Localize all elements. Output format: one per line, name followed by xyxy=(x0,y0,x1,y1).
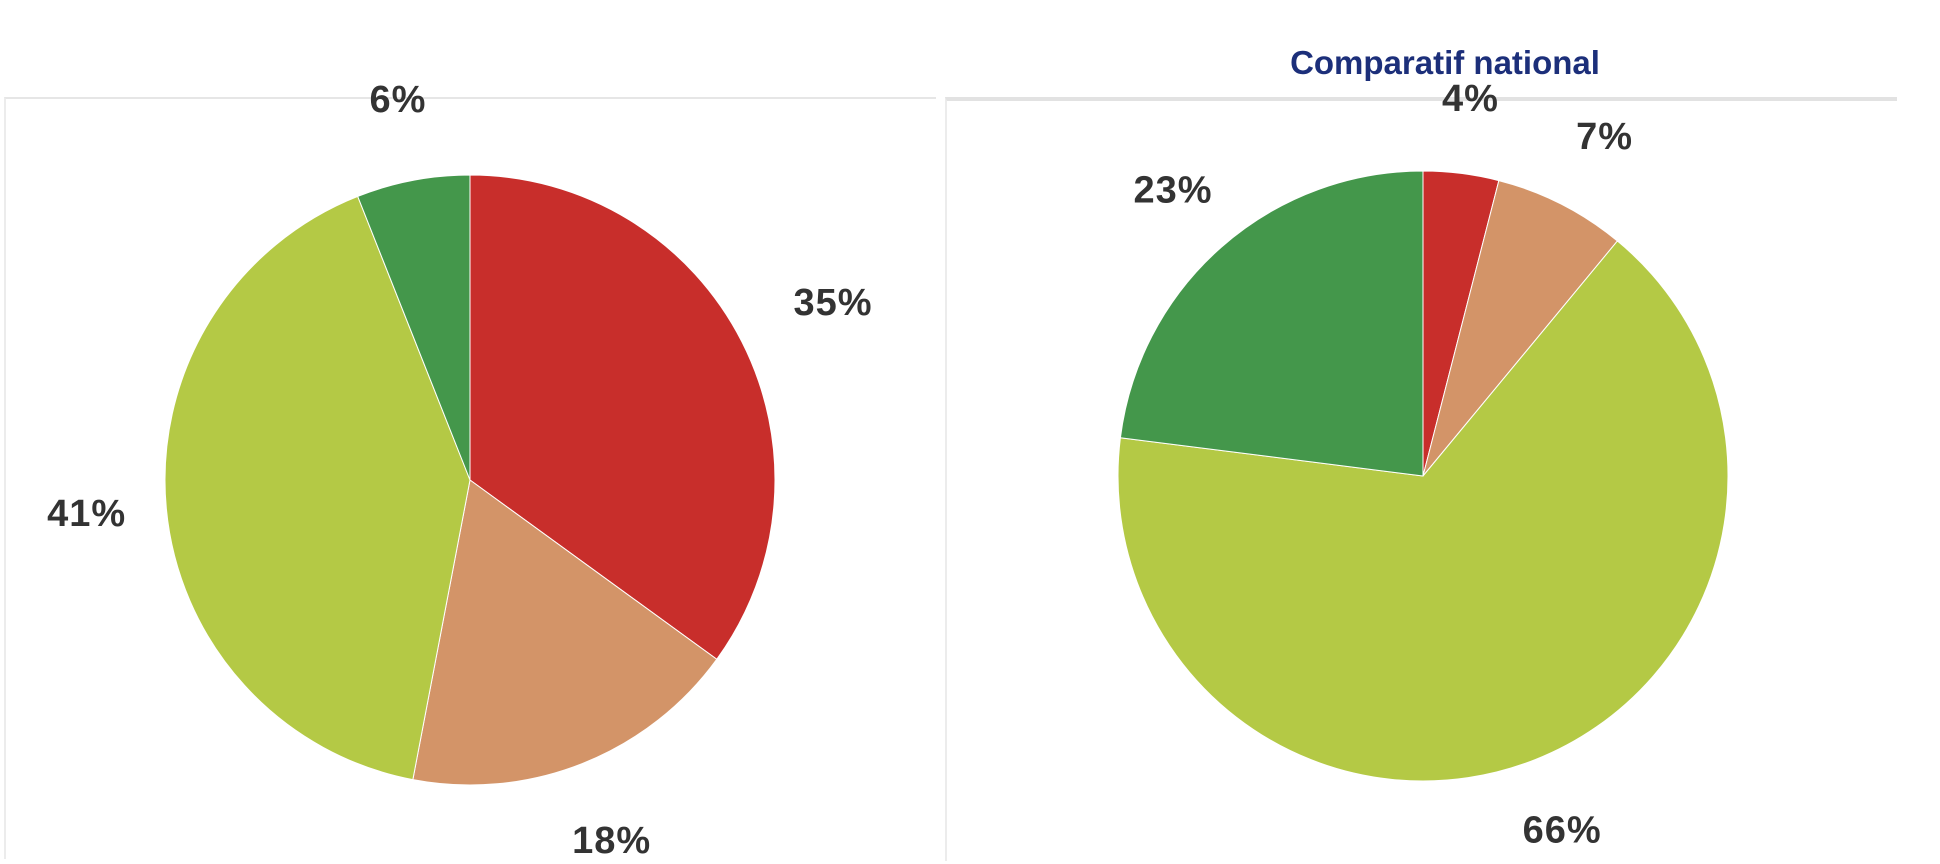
slice-label: 6% xyxy=(369,79,426,121)
slice-label: 4% xyxy=(1442,78,1499,120)
pie-slice xyxy=(1119,170,1424,477)
slice-label: 7% xyxy=(1576,116,1633,158)
pie-chart-left: 35% 18% 41% 6% xyxy=(47,79,872,862)
pie-slice xyxy=(1422,179,1619,477)
pie-slice xyxy=(412,479,718,786)
pie-slice xyxy=(357,174,471,481)
slice-label: 23% xyxy=(1133,170,1212,212)
pie-slice xyxy=(469,174,776,660)
slice-label: 35% xyxy=(793,282,872,324)
slice-label: 41% xyxy=(47,493,126,535)
pie-slice xyxy=(1117,240,1729,782)
slice-label: 66% xyxy=(1523,810,1602,852)
pie-slice xyxy=(164,195,471,781)
chart-title-national: Comparatif national xyxy=(1290,44,1600,81)
pie-chart-national: 4% 7% 66% 23% xyxy=(1117,78,1729,852)
slice-label: 18% xyxy=(572,820,651,862)
